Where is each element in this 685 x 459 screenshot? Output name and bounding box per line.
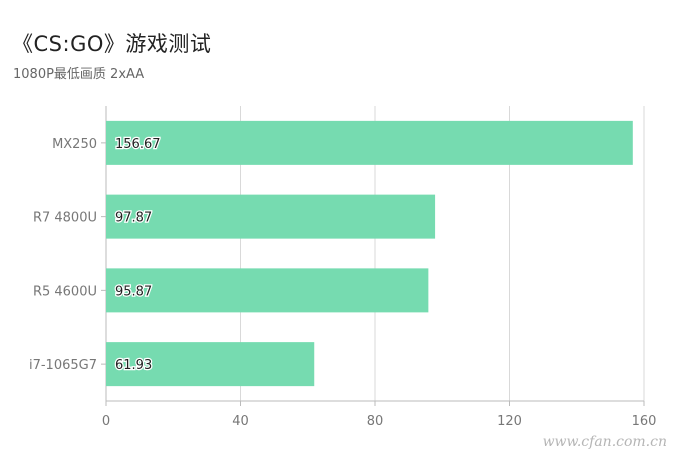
- bar-value-label: 156.67: [115, 137, 161, 152]
- category-label: R5 4600U: [33, 284, 97, 299]
- bar-value-label: 97.87: [115, 211, 152, 226]
- chart-subtitle: 1080P最低画质 2xAA: [13, 67, 145, 82]
- bar: [106, 268, 429, 313]
- watermark: www.cfan.com.cn: [542, 434, 667, 450]
- bar-value-label: 61.93: [115, 358, 152, 373]
- x-tick-label: 120: [497, 414, 522, 429]
- bar: [106, 342, 315, 387]
- x-tick-label: 0: [102, 414, 110, 429]
- chart-title: 《CS:GO》游戏测试: [12, 32, 212, 56]
- bar: [106, 120, 633, 165]
- category-label: R7 4800U: [33, 211, 97, 226]
- category-label: MX250: [52, 137, 97, 152]
- bar-value-label: 95.87: [115, 284, 152, 299]
- category-label: i7-1065G7: [29, 358, 97, 373]
- x-tick-label: 40: [232, 414, 249, 429]
- x-tick-label: 160: [632, 414, 657, 429]
- bar: [106, 194, 436, 239]
- x-tick-label: 80: [367, 414, 384, 429]
